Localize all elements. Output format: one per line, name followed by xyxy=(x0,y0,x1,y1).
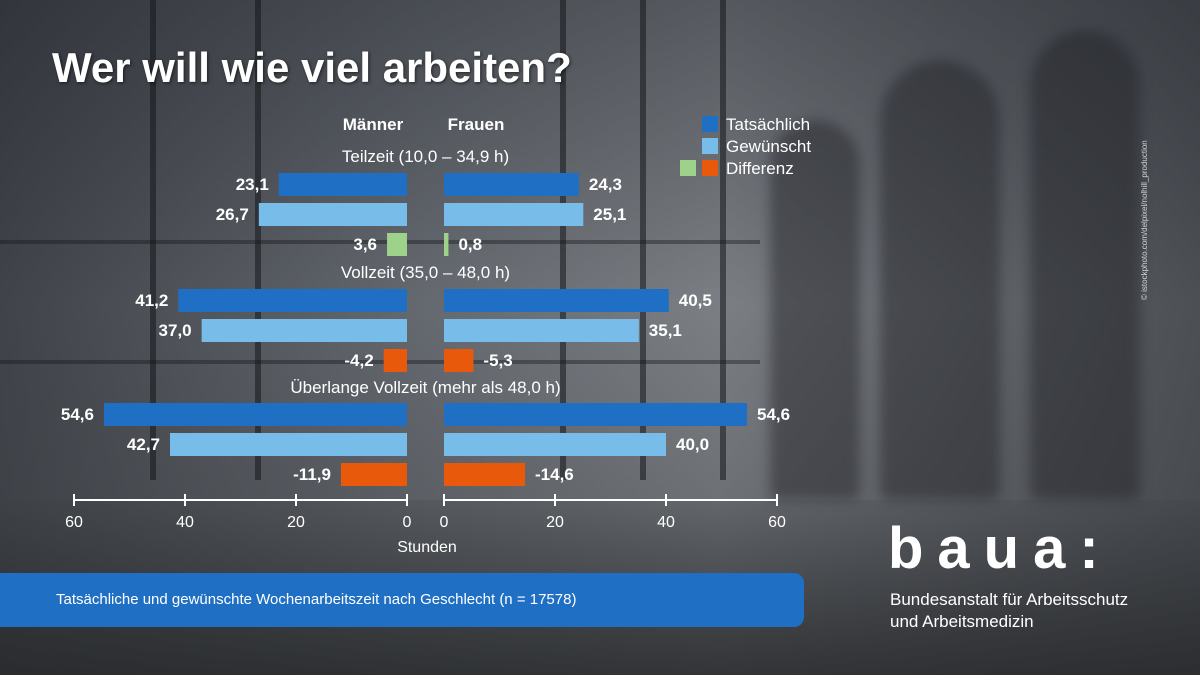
blurred-person xyxy=(1030,30,1140,500)
tick-label-frauen: 20 xyxy=(546,514,564,531)
bar-frauen-differenz xyxy=(444,233,449,256)
bar-maenner-gewünscht xyxy=(258,203,407,226)
legend-label-gewünscht: Gewünscht xyxy=(726,137,811,156)
group-label: Teilzeit (10,0 – 34,9 h) xyxy=(342,147,509,166)
window-frame xyxy=(640,0,646,480)
window-frame xyxy=(255,0,261,480)
bar-frauen-gewünscht xyxy=(444,433,666,456)
window-frame xyxy=(0,240,760,244)
blurred-person xyxy=(770,120,860,500)
caption-text: Tatsächliche und gewünschte Wochenarbeit… xyxy=(56,591,577,608)
data-label-maenner: 23,1 xyxy=(236,175,269,194)
bar-maenner-tatsächlich xyxy=(278,173,407,196)
bar-maenner-differenz xyxy=(387,233,407,256)
legend-swatch-negative xyxy=(702,160,718,176)
data-label-maenner: 37,0 xyxy=(159,321,192,340)
data-label-frauen: 35,1 xyxy=(649,321,682,340)
data-label-maenner: 3,6 xyxy=(353,235,377,254)
data-label-maenner: 54,6 xyxy=(61,405,94,424)
legend-swatch-positive xyxy=(680,160,696,176)
data-label-maenner: -11,9 xyxy=(293,465,331,484)
group-label: Vollzeit (35,0 – 48,0 h) xyxy=(341,263,510,282)
panel-header-frauen: Frauen xyxy=(448,115,505,134)
legend-swatch-tatsächlich xyxy=(702,116,718,132)
data-label-frauen: 24,3 xyxy=(589,175,622,194)
tick-label-maenner: 20 xyxy=(287,514,305,531)
legend-label-differenz: Differenz xyxy=(726,159,794,178)
panel-header-maenner: Männer xyxy=(343,115,404,134)
tick-label-maenner: 60 xyxy=(65,514,83,531)
data-label-frauen: 40,5 xyxy=(679,291,712,310)
bar-maenner-differenz xyxy=(340,463,407,486)
data-label-maenner: 42,7 xyxy=(127,435,160,454)
tick-label-frauen: 40 xyxy=(657,514,675,531)
bar-frauen-tatsächlich xyxy=(444,403,748,426)
bar-maenner-gewünscht xyxy=(201,319,407,342)
bar-frauen-differenz xyxy=(444,349,474,372)
data-label-maenner: 41,2 xyxy=(135,291,168,310)
bar-maenner-differenz xyxy=(383,349,407,372)
bar-frauen-tatsächlich xyxy=(444,173,579,196)
bar-maenner-tatsächlich xyxy=(103,403,407,426)
data-label-frauen: -5,3 xyxy=(483,351,512,370)
data-label-maenner: -4,2 xyxy=(344,351,373,370)
org-name-line1: Bundesanstalt für Arbeitsschutz xyxy=(890,590,1129,609)
window-frame xyxy=(0,360,760,364)
data-label-maenner: 26,7 xyxy=(216,205,249,224)
tick-label-frauen: 60 xyxy=(768,514,786,531)
window-frame xyxy=(150,0,156,480)
data-label-frauen: 25,1 xyxy=(593,205,626,224)
window-frame xyxy=(720,0,726,480)
tick-label-frauen: 0 xyxy=(440,514,449,531)
x-axis-label: Stunden xyxy=(397,539,457,556)
data-label-frauen: -14,6 xyxy=(535,465,574,484)
group-label: Überlange Vollzeit (mehr als 48,0 h) xyxy=(290,378,560,397)
bar-maenner-gewünscht xyxy=(170,433,407,456)
tick-label-maenner: 0 xyxy=(403,514,412,531)
bar-frauen-gewünscht xyxy=(444,319,639,342)
bar-frauen-tatsächlich xyxy=(444,289,669,312)
window-frame xyxy=(560,0,566,480)
data-label-frauen: 54,6 xyxy=(757,405,790,424)
data-label-frauen: 40,0 xyxy=(676,435,709,454)
page-title: Wer will wie viel arbeiten? xyxy=(52,44,572,91)
legend-label-tatsächlich: Tatsächlich xyxy=(726,115,810,134)
baua-logo: baua: xyxy=(888,516,1113,581)
photo-credit: © istockphoto.com/delpixel/nolhill_produ… xyxy=(1140,140,1149,300)
legend-swatch-gewünscht xyxy=(702,138,718,154)
bar-maenner-tatsächlich xyxy=(178,289,407,312)
data-label-frauen: 0,8 xyxy=(458,235,482,254)
tick-label-maenner: 40 xyxy=(176,514,194,531)
org-name-line2: und Arbeitsmedizin xyxy=(890,612,1034,631)
caption-banner: Tatsächliche und gewünschte Wochenarbeit… xyxy=(0,573,804,627)
bar-frauen-differenz xyxy=(444,463,526,486)
blurred-person xyxy=(880,60,1000,500)
bar-frauen-gewünscht xyxy=(444,203,584,226)
